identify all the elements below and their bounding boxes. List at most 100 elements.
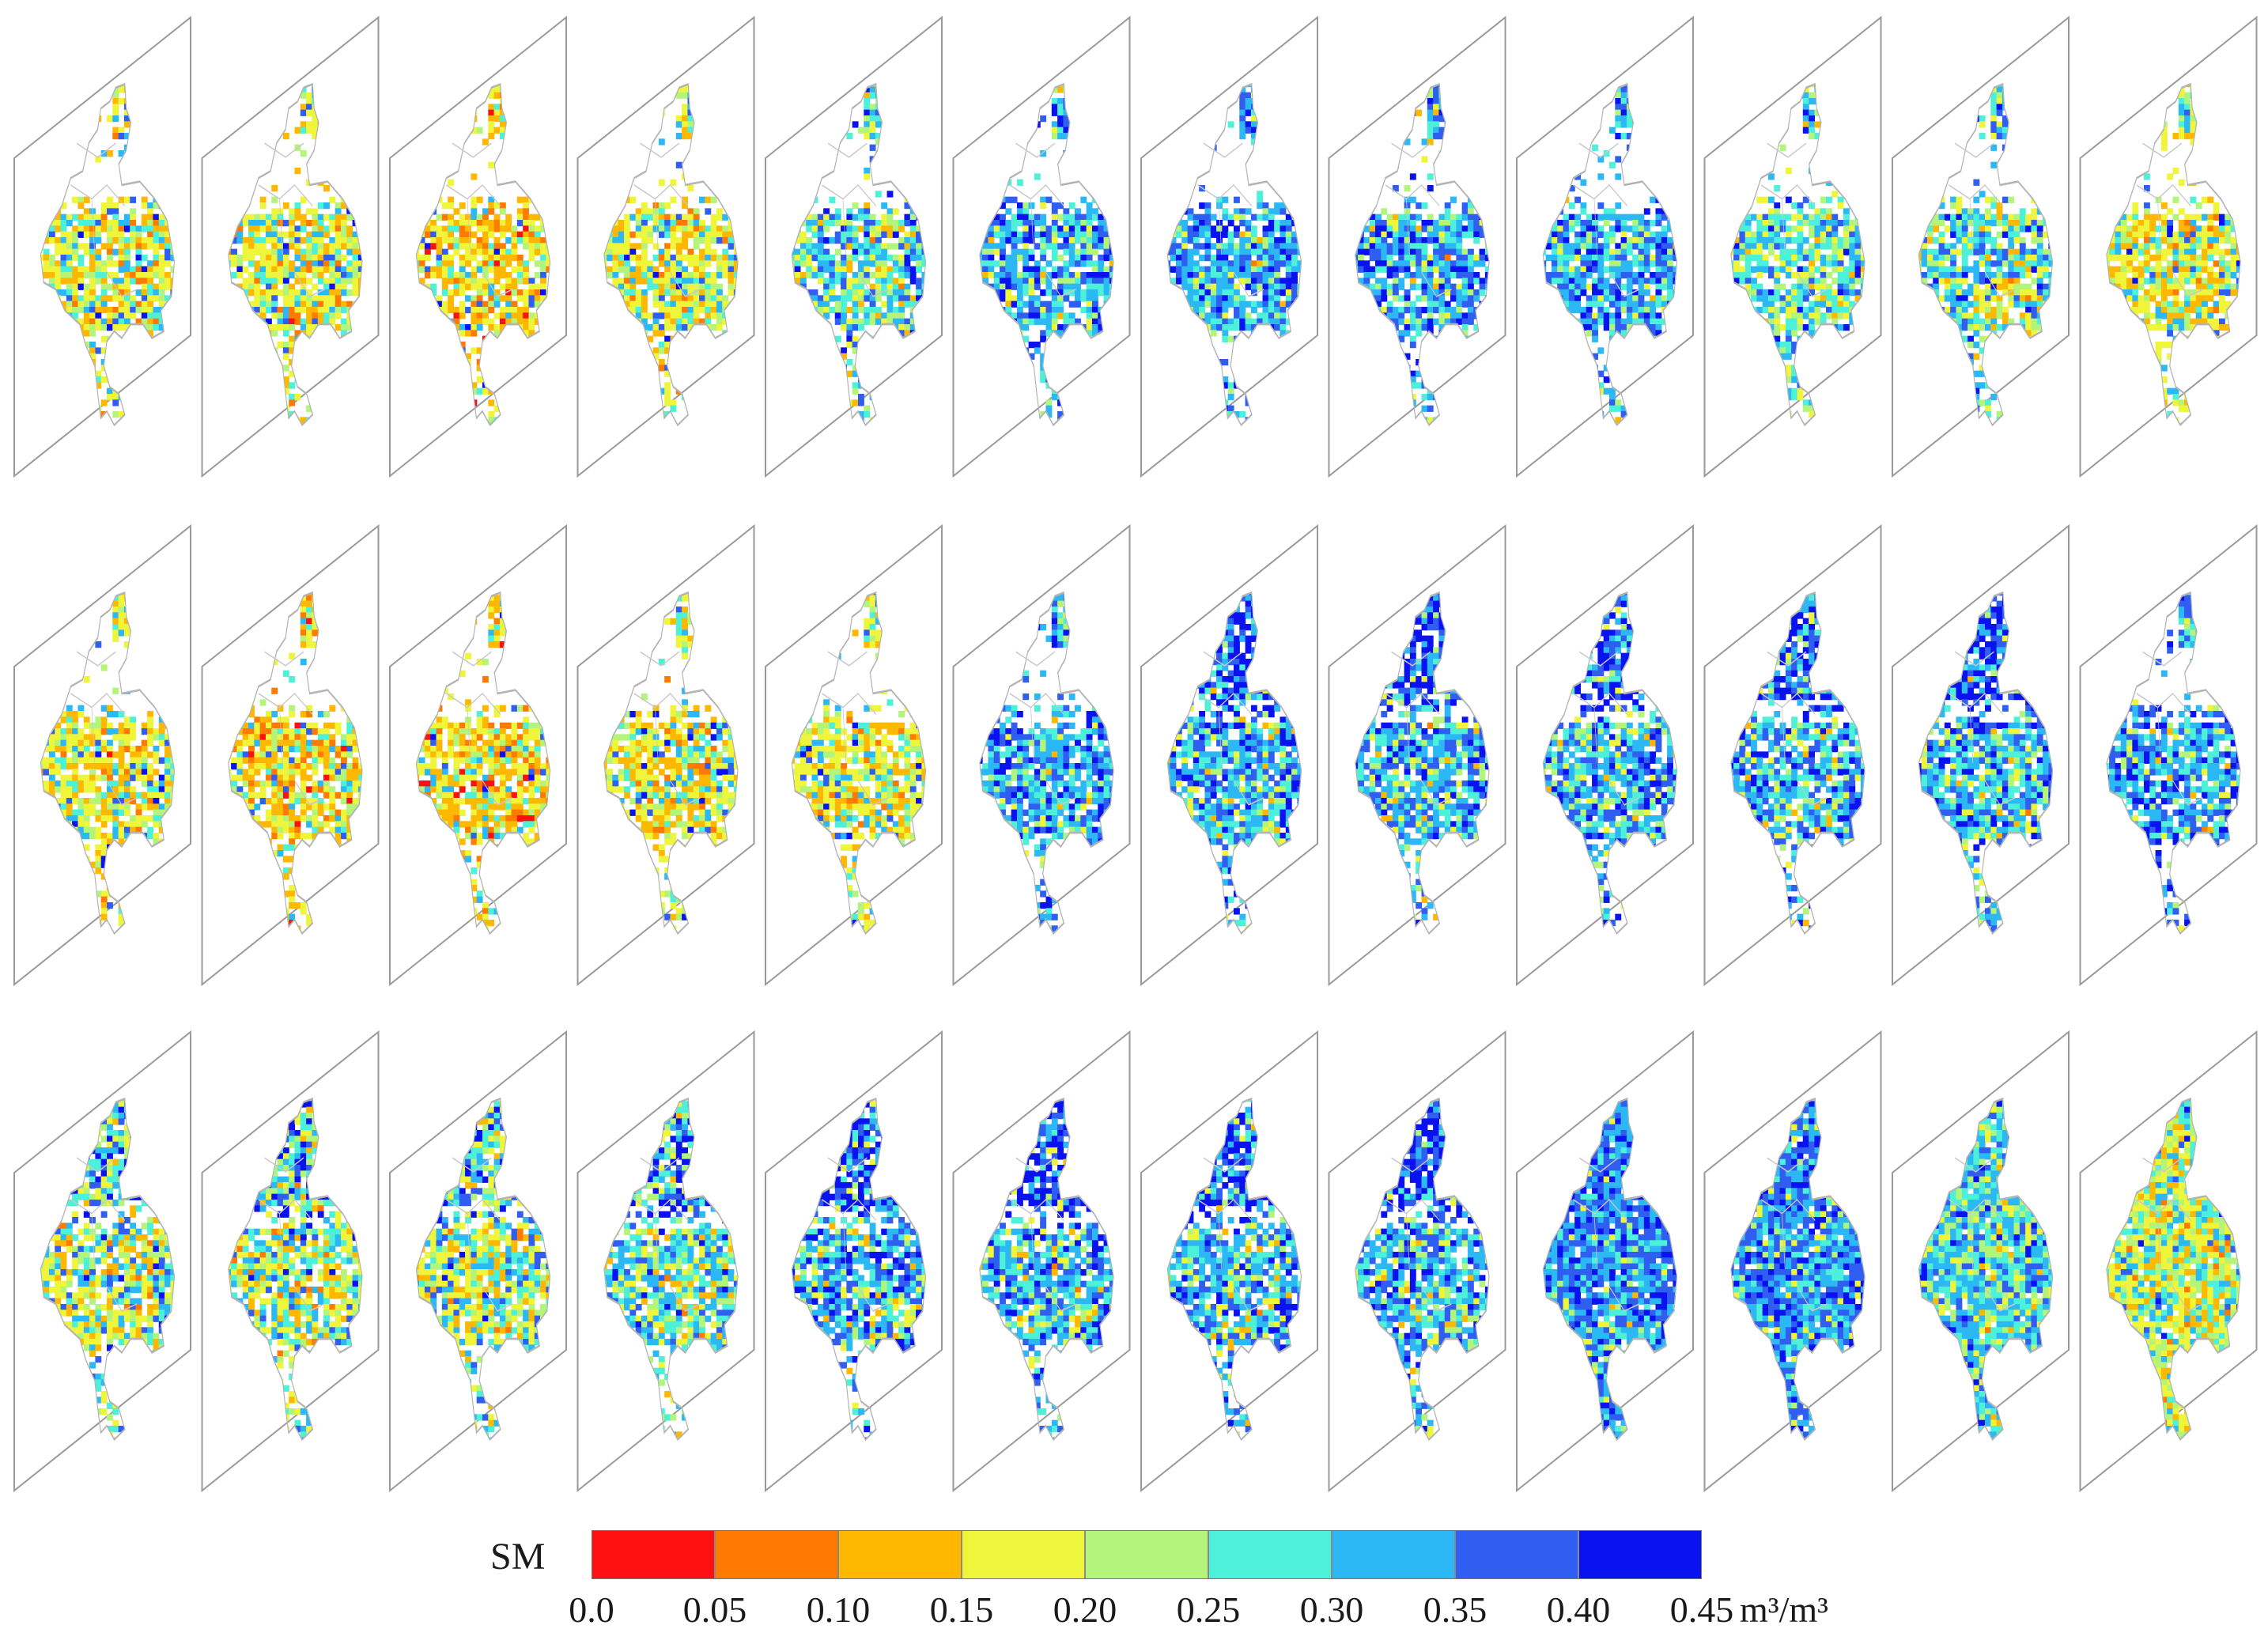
panel-frame [1328,15,1506,478]
panel-frame [1516,523,1694,987]
panel-frame [389,1030,567,1493]
soil-moisture-map [40,1097,176,1442]
soil-moisture-map [1918,1097,2054,1442]
panel-frame [1703,523,1882,987]
region-boundary [1730,591,1865,935]
region-boundary [228,82,363,427]
map-panel [201,1030,380,1493]
soil-moisture-map [1542,591,1678,935]
region-boundary [979,1097,1114,1442]
map-panel [1328,523,1506,987]
soil-moisture-map [1542,1097,1678,1442]
panel-frame [1892,15,2070,478]
soil-moisture-map [2106,1097,2241,1442]
region-boundary [1730,82,1865,427]
map-panel [13,523,191,987]
soil-moisture-map [1355,1097,1490,1442]
soil-moisture-map [1355,591,1490,935]
soil-moisture-map [979,82,1114,427]
colorbar-bin [716,1531,839,1578]
region-boundary [228,1097,363,1442]
map-panel [389,1030,567,1493]
panel-frame [2079,15,2258,478]
colorbar-bin [1086,1531,1209,1578]
map-panel [201,523,380,987]
panel-frame [2079,1030,2258,1493]
map-panel [2079,523,2258,987]
soil-moisture-map [1542,82,1678,427]
region-boundary [979,82,1114,427]
map-panel [1140,523,1318,987]
panel-frame [1140,15,1318,478]
region-boundary [1542,82,1678,427]
map-panel [1140,15,1318,478]
region-boundary [2106,1097,2241,1442]
soil-moisture-map [1166,1097,1302,1442]
soil-moisture-map [2106,591,2241,935]
map-panel [389,15,567,478]
region-boundary [40,591,176,935]
soil-moisture-map [228,82,363,427]
colorbar-tick-label: 0.05 [683,1589,747,1631]
region-boundary [40,1097,176,1442]
panel-frame [952,15,1131,478]
panel-frame [201,523,380,987]
region-boundary [1355,82,1490,427]
panel-frame [1703,15,1882,478]
soil-moisture-map [1918,591,2054,935]
soil-moisture-map [1730,82,1865,427]
region-boundary [979,591,1114,935]
region-boundary [603,82,739,427]
soil-moisture-map [1730,1097,1865,1442]
colorbar-tick-label: 0.35 [1423,1589,1487,1631]
soil-moisture-map [415,82,551,427]
map-panel [201,15,380,478]
region-boundary [415,1097,551,1442]
panel-frame [201,15,380,478]
map-panel [1892,15,2070,478]
map-panel [1328,1030,1506,1493]
map-panel [13,1030,191,1493]
colorbar-tick-label: 0.20 [1053,1589,1117,1631]
legend-unit: m³/m³ [1740,1589,1828,1631]
soil-moisture-map [415,591,551,935]
colorbar-tick-label: 0.30 [1300,1589,1364,1631]
soil-moisture-map [979,591,1114,935]
panel-frame [1892,523,2070,987]
panel-frame [576,1030,755,1493]
map-panel [13,15,191,478]
panel-frame [765,15,943,478]
colorbar-bin [962,1531,1086,1578]
colorbar-legend: SM 0.0 0.05 0.10 0.15 0.20 0.25 0.30 0.35 0.40 0.… [490,1530,1914,1641]
map-panel [576,15,755,478]
panel-frame [1328,1030,1506,1493]
map-panel [765,523,943,987]
region-boundary [1166,1097,1302,1442]
region-boundary [791,1097,927,1442]
map-panel [1703,523,1882,987]
soil-moisture-map [1355,82,1490,427]
map-panel [765,1030,943,1493]
region-boundary [1166,82,1302,427]
region-boundary [791,591,927,935]
colorbar-tick-label: 0.40 [1547,1589,1611,1631]
region-boundary [1918,82,2054,427]
panel-frame [765,523,943,987]
panel-frame [1328,523,1506,987]
region-boundary [1918,591,2054,935]
panel-frame [952,1030,1131,1493]
soil-moisture-map [791,591,927,935]
soil-moisture-map [791,82,927,427]
region-boundary [415,82,551,427]
panel-frame [2079,523,2258,987]
region-boundary [1542,1097,1678,1442]
panel-frame [13,1030,191,1493]
region-boundary [1918,1097,2054,1442]
panel-frame [389,15,567,478]
map-panel [952,1030,1131,1493]
panel-frame [1516,15,1694,478]
panel-frame [13,15,191,478]
colorbar-tick-label: 0.0 [569,1589,614,1631]
map-panel [1703,15,1882,478]
soil-moisture-map [791,1097,927,1442]
